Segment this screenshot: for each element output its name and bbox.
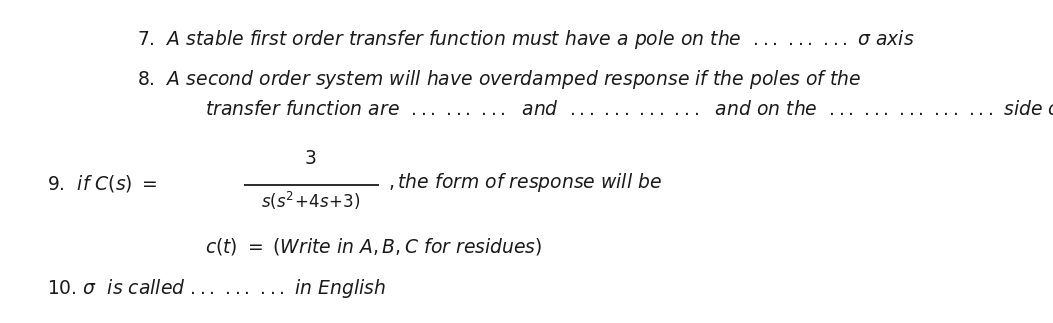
- Text: $\mathit{transfer\ function\ are\ \ ...\ ...\ ...\ \ and\ \ ...\ ...\ ...\ ...\ : $\mathit{transfer\ function\ are\ \ ...\…: [205, 100, 1053, 119]
- Text: 10. $\mathit{\sigma\ \ is\ called\ ...\ ...\ ...\ in\ English}$: 10. $\mathit{\sigma\ \ is\ called\ ...\ …: [47, 277, 386, 300]
- Text: $3$: $3$: [304, 149, 317, 168]
- Text: 8.  $\mathit{A\ second\ order\ system\ will\ have\ overdamped\ response\ if\ the: 8. $\mathit{A\ second\ order\ system\ wi…: [137, 68, 861, 91]
- Text: $\mathit{,the\ form\ of\ response\ will\ be}$: $\mathit{,the\ form\ of\ response\ will\…: [388, 172, 661, 194]
- Text: 9.  $\mathit{if\ C(s)\ =}$: 9. $\mathit{if\ C(s)\ =}$: [47, 172, 158, 193]
- Text: $s(s^2\!+\!4s\!+\!3)$: $s(s^2\!+\!4s\!+\!3)$: [261, 190, 360, 212]
- Text: $\mathit{c(t)\ =\ (Write\ in\ A,B,C\ for\ residues)}$: $\mathit{c(t)\ =\ (Write\ in\ A,B,C\ for…: [205, 236, 542, 257]
- Text: 7.  $\mathit{A\ stable\ first\ order\ transfer\ function\ must\ have\ a\ pole\ o: 7. $\mathit{A\ stable\ first\ order\ tra…: [137, 28, 914, 51]
